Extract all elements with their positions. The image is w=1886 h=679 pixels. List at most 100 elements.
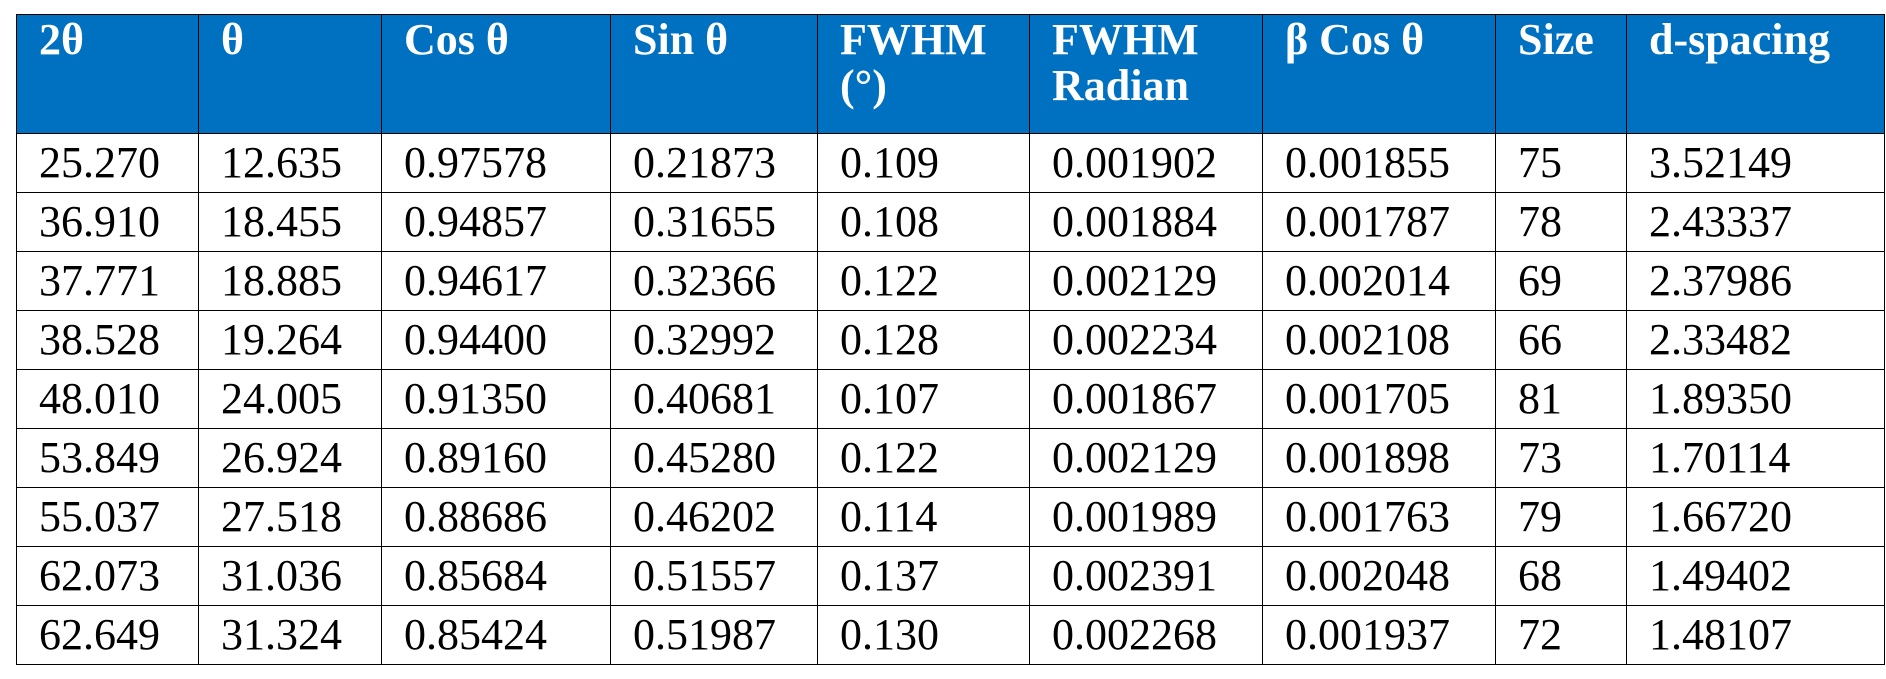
table-row: 36.910 18.455 0.94857 0.31655 0.108 0.001884 0… (16, 192, 1885, 252)
table-cell: 0.108 (817, 192, 1030, 252)
table-cell: 0.31655 (610, 192, 818, 252)
table-row: 38.528 19.264 0.94400 0.32992 0.128 0.002234 0… (16, 310, 1885, 370)
header-cell: FWHM Radian (1029, 14, 1263, 134)
table-cell: 72 (1495, 605, 1627, 665)
table-cell: 0.32992 (610, 310, 818, 370)
table-cell: 53.849 (16, 428, 199, 488)
table-cell: 0.114 (817, 487, 1030, 547)
table-cell: 0.85684 (381, 546, 611, 606)
table-cell: 0.94617 (381, 251, 611, 311)
table-cell: 19.264 (198, 310, 382, 370)
table-cell: 1.70114 (1626, 428, 1885, 488)
header-cell: β Cos θ (1262, 14, 1496, 134)
table-cell: 2.37986 (1626, 251, 1885, 311)
table-row: 37.771 18.885 0.94617 0.32366 0.122 0.002129 0… (16, 251, 1885, 311)
table-cell: 27.518 (198, 487, 382, 547)
table-cell: 0.109 (817, 133, 1030, 193)
table-cell: 0.122 (817, 251, 1030, 311)
table-cell: 37.771 (16, 251, 199, 311)
table-cell: 0.002129 (1029, 428, 1263, 488)
table-cell: 0.51557 (610, 546, 818, 606)
header-cell: FWHM (°) (817, 14, 1030, 134)
table-cell: 0.137 (817, 546, 1030, 606)
header-cell: d-spacing (1626, 14, 1885, 134)
table-row: 53.849 26.924 0.89160 0.45280 0.122 0.002129 0… (16, 428, 1885, 488)
header-cell: θ (198, 14, 382, 134)
table-cell: 0.001705 (1262, 369, 1496, 429)
table-row: 62.649 31.324 0.85424 0.51987 0.130 0.002268 0… (16, 605, 1885, 665)
table-cell: 18.455 (198, 192, 382, 252)
table-cell: 0.002129 (1029, 251, 1263, 311)
table-cell: 81 (1495, 369, 1627, 429)
table-cell: 0.001989 (1029, 487, 1263, 547)
table-cell: 0.85424 (381, 605, 611, 665)
table-cell: 0.002014 (1262, 251, 1496, 311)
table-cell: 0.51987 (610, 605, 818, 665)
table-cell: 0.45280 (610, 428, 818, 488)
table-cell: 0.130 (817, 605, 1030, 665)
table-cell: 62.649 (16, 605, 199, 665)
table-cell: 1.49402 (1626, 546, 1885, 606)
table-row: 55.037 27.518 0.88686 0.46202 0.114 0.001989 0… (16, 487, 1885, 547)
table-cell: 26.924 (198, 428, 382, 488)
table-cell: 0.91350 (381, 369, 611, 429)
table-cell: 75 (1495, 133, 1627, 193)
table-row: 48.010 24.005 0.91350 0.40681 0.107 0.001867 0… (16, 369, 1885, 429)
table-cell: 0.94400 (381, 310, 611, 370)
table-cell: 0.001787 (1262, 192, 1496, 252)
table-cell: 0.002108 (1262, 310, 1496, 370)
table-row: 62.073 31.036 0.85684 0.51557 0.137 0.002391 0… (16, 546, 1885, 606)
table-cell: 31.324 (198, 605, 382, 665)
table-cell: 0.94857 (381, 192, 611, 252)
table-cell: 0.002234 (1029, 310, 1263, 370)
header-cell: Cos θ (381, 14, 611, 134)
table-cell: 0.001898 (1262, 428, 1496, 488)
table-cell: 0.002048 (1262, 546, 1496, 606)
table-cell: 0.46202 (610, 487, 818, 547)
table-cell: 36.910 (16, 192, 199, 252)
table-cell: 1.48107 (1626, 605, 1885, 665)
table-cell: 0.001867 (1029, 369, 1263, 429)
table-cell: 0.001884 (1029, 192, 1263, 252)
table-cell: 0.001855 (1262, 133, 1496, 193)
table-cell: 0.001937 (1262, 605, 1496, 665)
table-cell: 0.97578 (381, 133, 611, 193)
table-cell: 79 (1495, 487, 1627, 547)
table-cell: 18.885 (198, 251, 382, 311)
table-cell: 2.33482 (1626, 310, 1885, 370)
table-cell: 0.001763 (1262, 487, 1496, 547)
table-cell: 0.89160 (381, 428, 611, 488)
table-cell: 73 (1495, 428, 1627, 488)
table-cell: 78 (1495, 192, 1627, 252)
table-cell: 0.122 (817, 428, 1030, 488)
header-cell: Size (1495, 14, 1627, 134)
table-cell: 48.010 (16, 369, 199, 429)
table-cell: 25.270 (16, 133, 199, 193)
table-cell: 1.66720 (1626, 487, 1885, 547)
table-cell: 0.21873 (610, 133, 818, 193)
table-cell: 0.001902 (1029, 133, 1263, 193)
table-body: 25.270 12.635 0.97578 0.21873 0.109 0.001902 0… (16, 133, 1885, 665)
table-cell: 0.88686 (381, 487, 611, 547)
table-cell: 0.002268 (1029, 605, 1263, 665)
table-cell: 2.43337 (1626, 192, 1885, 252)
table-cell: 24.005 (198, 369, 382, 429)
table-cell: 68 (1495, 546, 1627, 606)
table-cell: 0.107 (817, 369, 1030, 429)
table-cell: 12.635 (198, 133, 382, 193)
header-cell: Sin θ (610, 14, 818, 134)
header-cell: 2θ (16, 14, 199, 134)
table-cell: 3.52149 (1626, 133, 1885, 193)
table-cell: 0.128 (817, 310, 1030, 370)
table-row: 25.270 12.635 0.97578 0.21873 0.109 0.001902 0… (16, 133, 1885, 193)
table-cell: 31.036 (198, 546, 382, 606)
table-cell: 62.073 (16, 546, 199, 606)
table-cell: 55.037 (16, 487, 199, 547)
table-cell: 66 (1495, 310, 1627, 370)
table-cell: 0.32366 (610, 251, 818, 311)
table-cell: 38.528 (16, 310, 199, 370)
